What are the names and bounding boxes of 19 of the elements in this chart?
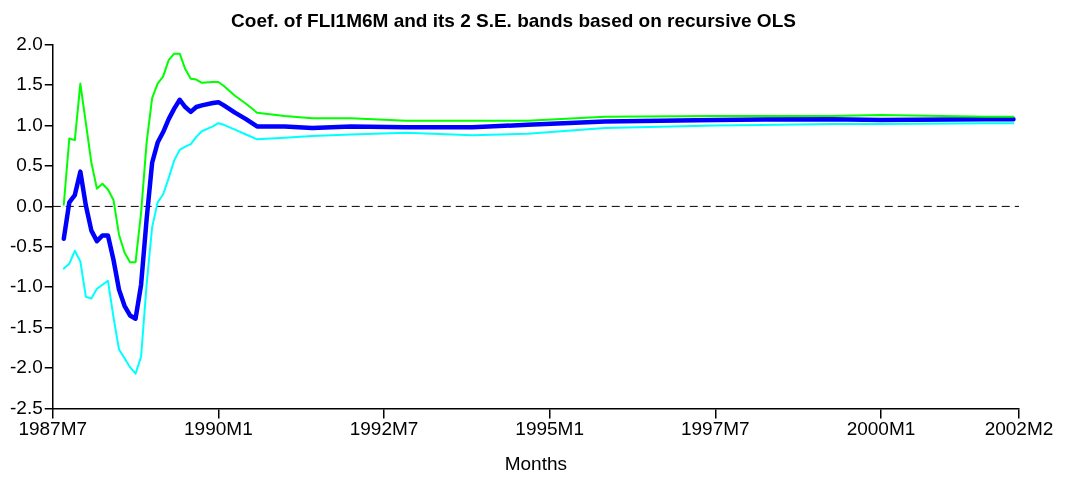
x-axis-title: Months — [504, 452, 568, 474]
x-tick-label: 1990M1 — [184, 418, 253, 440]
y-tick-label: 1.0 — [16, 113, 43, 135]
x-tick-label: 2000M1 — [846, 418, 916, 440]
y-tick-label: -2.0 — [9, 356, 43, 378]
x-tick-label: 1995M1 — [515, 418, 585, 440]
y-tick-label: -1.0 — [9, 275, 43, 297]
x-tick-label: 1992M7 — [349, 418, 419, 440]
x-tick-label: 1987M7 — [18, 418, 88, 440]
y-tick-label: -1.5 — [9, 315, 43, 337]
y-tick-label: -2.5 — [9, 396, 43, 418]
x-tick-label: 2002M2 — [984, 418, 1054, 440]
y-tick-label: 2.0 — [16, 33, 43, 55]
chart-title: Coef. of FLI1M6M and its 2 S.E. bands based on recursive OLS — [231, 9, 796, 31]
x-tick-label: 1997M7 — [680, 418, 750, 440]
y-tick-label: 0.5 — [16, 154, 43, 176]
y-tick-label: 1.5 — [16, 73, 43, 95]
y-tick-label: -0.5 — [9, 235, 43, 257]
y-tick-label: 0.0 — [16, 194, 43, 216]
